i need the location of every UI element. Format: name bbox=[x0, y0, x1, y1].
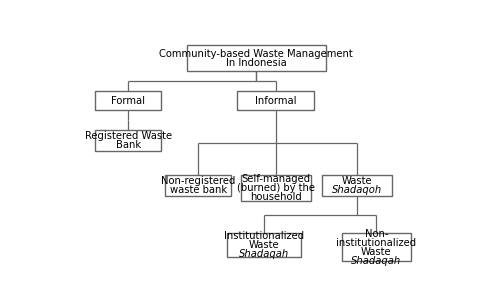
Text: Community-based Waste Management: Community-based Waste Management bbox=[160, 49, 353, 59]
Text: Shadaqah: Shadaqah bbox=[239, 249, 289, 259]
FancyBboxPatch shape bbox=[227, 233, 301, 257]
Text: Non-: Non- bbox=[364, 229, 388, 239]
Text: institutionalized: institutionalized bbox=[336, 238, 416, 248]
Text: Waste: Waste bbox=[361, 247, 392, 257]
Text: household: household bbox=[250, 192, 302, 202]
Text: Non-registered: Non-registered bbox=[161, 176, 236, 186]
FancyBboxPatch shape bbox=[96, 130, 162, 151]
Text: Institutionalized: Institutionalized bbox=[224, 231, 304, 241]
Text: waste bank: waste bank bbox=[170, 185, 226, 195]
FancyBboxPatch shape bbox=[186, 45, 326, 71]
Text: In Indonesia: In Indonesia bbox=[226, 58, 286, 68]
FancyBboxPatch shape bbox=[342, 233, 411, 261]
Text: Formal: Formal bbox=[112, 96, 146, 106]
Text: Shadaqoh: Shadaqoh bbox=[332, 185, 382, 195]
Text: (burned) by the: (burned) by the bbox=[236, 183, 314, 193]
Text: Bank: Bank bbox=[116, 140, 141, 150]
FancyBboxPatch shape bbox=[322, 175, 392, 196]
FancyBboxPatch shape bbox=[237, 91, 314, 110]
Text: Waste: Waste bbox=[248, 240, 280, 250]
FancyBboxPatch shape bbox=[165, 175, 231, 196]
FancyBboxPatch shape bbox=[241, 175, 310, 201]
Text: Waste: Waste bbox=[342, 176, 372, 186]
Text: Registered Waste: Registered Waste bbox=[85, 131, 172, 141]
Text: Self-managed: Self-managed bbox=[241, 174, 310, 184]
Text: Shadaqah: Shadaqah bbox=[351, 256, 402, 266]
Text: Informal: Informal bbox=[255, 96, 296, 106]
FancyBboxPatch shape bbox=[96, 91, 162, 110]
